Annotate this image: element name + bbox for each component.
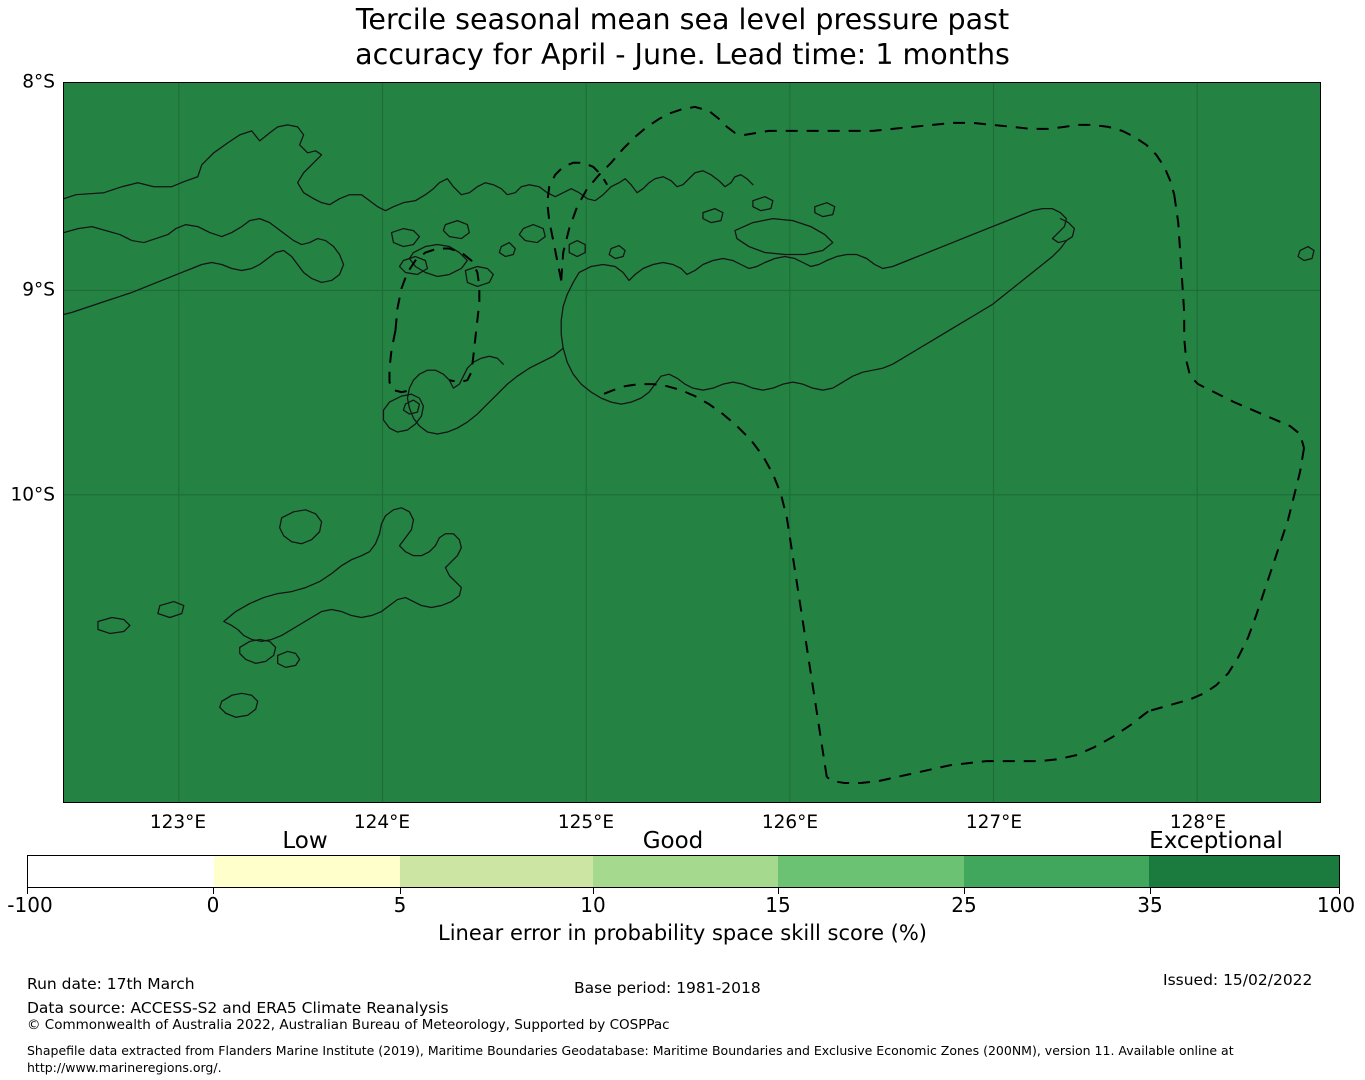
x-tick-128E: 128°E [1169,812,1227,833]
colorbar-tickmark [964,888,965,894]
colorbar-segment-5-10 [400,856,594,887]
footer-base-period: Base period: 1981-2018 [574,979,761,997]
colorbar-tickmark [213,888,214,894]
colorbar-tick-5: 5 [393,893,407,917]
chart-title: Tercile seasonal mean sea level pressure… [355,3,1010,71]
colorbar-segment-35-100 [1148,856,1339,887]
colorbar-tickmark [1150,888,1151,894]
colorbar-tick-0: 0 [206,893,220,917]
footer-shapefile-line1: Shapefile data extracted from Flanders M… [27,1043,1234,1058]
colorbar-tickmark [27,888,28,894]
category-label-exceptional: Exceptional [1149,828,1283,854]
colorbar-segment-15-25 [777,856,965,887]
x-tick-124E: 124°E [353,812,411,833]
colorbar-tick-10: 10 [580,893,606,917]
colorbar-segment-25-35 [964,856,1149,887]
map-graphics [64,83,1320,802]
category-label-low: Low [282,828,328,854]
x-tick-127E: 127°E [965,812,1023,833]
colorbar-tickmark [400,888,401,894]
colorbar-tick-100: 100 [1316,893,1356,917]
footer-data-source: Data source: ACCESS-S2 and ERA5 Climate … [27,999,449,1017]
x-tick-126E: 126°E [761,812,819,833]
colorbar-segment-0-5 [214,856,401,887]
colorbar-tickmark [1339,888,1340,894]
colorbar-segment-neg100-0 [28,856,215,887]
colorbar-tick-neg100: -100 [7,893,53,917]
map-plot-area[interactable] [63,82,1321,803]
footer-issued-date: Issued: 15/02/2022 [1163,971,1313,989]
colorbar-tick-35: 35 [1137,893,1163,917]
x-tick-123E: 123°E [149,812,207,833]
y-tick-8S: 8°S [22,71,55,93]
coastline-paths [64,124,1315,718]
x-tick-125E: 125°E [557,812,615,833]
colorbar-tickmark [778,888,779,894]
colorbar-axis-label: Linear error in probability space skill … [438,921,927,945]
y-tick-10S: 10°S [10,484,55,506]
y-tick-9S: 9°S [22,279,55,301]
footer-run-date: Run date: 17th March [27,975,195,993]
colorbar-tickmark [593,888,594,894]
colorbar-tick-25: 25 [951,893,977,917]
eez-boundary [388,105,1306,785]
colorbar-segment-10-15 [593,856,778,887]
footer-shapefile-line2: http://www.marineregions.org/. [27,1060,222,1075]
map-gridlines [64,83,1320,802]
colorbar-tick-15: 15 [765,893,791,917]
colorbar[interactable] [27,855,1340,888]
category-label-good: Good [642,828,704,854]
footer-copyright: © Commonwealth of Australia 2022, Austra… [27,1017,670,1033]
